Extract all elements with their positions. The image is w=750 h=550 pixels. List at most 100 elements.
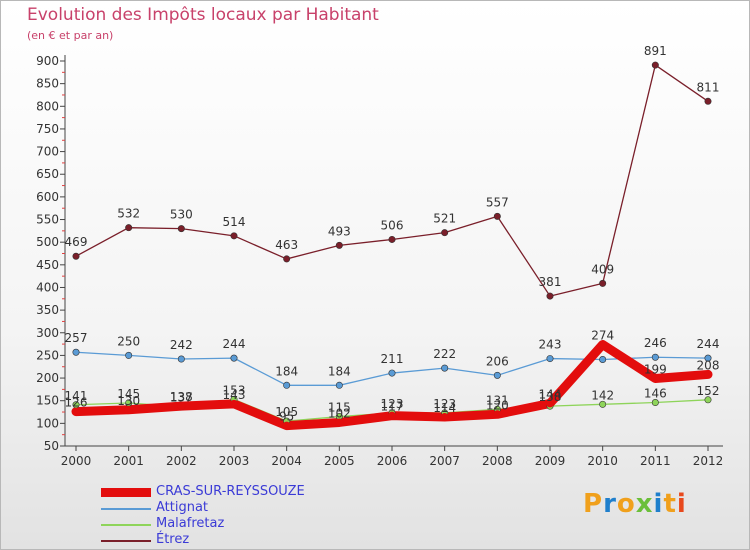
data-label: 557 <box>486 195 509 209</box>
y-tick-label: 850 <box>36 77 59 91</box>
data-point <box>283 381 291 389</box>
x-tick-label: 2001 <box>113 454 144 468</box>
data-labels: 469 532 530 514 463 493 506 521 557 381 409 891 811 2… <box>65 44 720 424</box>
data-label: 243 <box>539 338 562 352</box>
data-label: 493 <box>328 224 351 238</box>
y-tick-label: 750 <box>36 122 59 136</box>
data-point <box>546 292 554 300</box>
data-point <box>599 400 607 408</box>
data-point <box>651 399 659 407</box>
data-point <box>72 407 80 416</box>
y-tick-label: 650 <box>36 167 59 181</box>
data-label: 184 <box>275 364 298 378</box>
data-point <box>72 252 80 260</box>
legend-swatch-attignat <box>101 508 151 510</box>
data-label: 152 <box>697 384 720 398</box>
data-label: 530 <box>170 208 193 222</box>
data-point <box>177 355 185 363</box>
data-point <box>388 369 396 377</box>
data-label: 811 <box>697 80 720 94</box>
data-label: 114 <box>433 401 456 415</box>
data-point <box>546 399 554 408</box>
data-label: 115 <box>328 401 351 415</box>
legend-label: Malafretaz <box>156 516 225 531</box>
chart-subtitle: (en € et par an) <box>27 29 114 42</box>
data-label: 222 <box>433 347 456 361</box>
data-point <box>230 232 238 240</box>
data-label: 469 <box>65 235 88 249</box>
data-point <box>177 225 185 233</box>
x-tick-label: 2007 <box>429 454 460 468</box>
data-label: 463 <box>275 238 298 252</box>
legend-label: CRAS-SUR-REYSSOUZE <box>156 484 305 499</box>
data-point <box>441 364 449 372</box>
data-point <box>651 353 659 361</box>
chart-title: Evolution des Impôts locaux par Habitant <box>27 5 379 25</box>
x-tick-label: 2003 <box>219 454 250 468</box>
y-tick-label: 450 <box>36 258 59 272</box>
data-point <box>599 279 607 287</box>
data-point <box>388 235 396 243</box>
logo-letter: i <box>653 489 664 519</box>
proxiti-logo: Proxiti <box>583 489 687 519</box>
data-label: 506 <box>381 218 404 232</box>
data-label: 244 <box>223 337 246 351</box>
legend-label: Étrez <box>156 532 190 547</box>
x-tick-label: 2004 <box>271 454 302 468</box>
data-point <box>230 354 238 362</box>
data-point <box>651 374 660 383</box>
data-point <box>388 411 396 420</box>
legend-swatch-malafretaz <box>101 524 151 526</box>
data-point <box>72 348 80 356</box>
y-tick-label: 350 <box>36 303 59 317</box>
data-label: 891 <box>644 44 667 58</box>
logo-letter: P <box>583 489 604 519</box>
logo-letter: r <box>603 489 617 519</box>
data-point <box>177 402 186 411</box>
x-tick-label: 2012 <box>693 454 724 468</box>
data-point <box>125 351 133 359</box>
data-point <box>651 61 659 69</box>
data-label: 102 <box>328 406 351 420</box>
data-label: 142 <box>591 388 614 402</box>
x-tick-label: 2006 <box>377 454 408 468</box>
data-point <box>704 396 712 404</box>
logo-letter: t <box>663 489 677 519</box>
data-point <box>704 354 712 362</box>
data-label: 244 <box>697 337 720 351</box>
data-label: 211 <box>381 352 404 366</box>
data-point <box>599 355 607 363</box>
data-label: 184 <box>328 364 351 378</box>
x-tick-label: 2005 <box>324 454 355 468</box>
data-point <box>283 255 291 263</box>
logo-letter: x <box>635 489 654 519</box>
data-point <box>546 355 554 363</box>
x-tick-label: 2011 <box>640 454 671 468</box>
y-tick-label: 900 <box>36 54 59 68</box>
x-tick-label: 2008 <box>482 454 513 468</box>
data-point <box>493 371 501 379</box>
y-tick-label: 200 <box>36 371 59 385</box>
x-tick-label: 2010 <box>587 454 618 468</box>
legend-label: Attignat <box>156 500 209 515</box>
data-label: 409 <box>591 262 614 276</box>
data-label: 532 <box>117 207 140 221</box>
data-point <box>335 241 343 249</box>
y-tick-label: 550 <box>36 213 59 227</box>
data-point <box>704 97 712 105</box>
logo-letter: o <box>616 489 636 519</box>
data-point <box>441 229 449 237</box>
y-tick-label: 500 <box>36 235 59 249</box>
data-label: 521 <box>433 212 456 226</box>
data-label: 143 <box>223 388 246 402</box>
data-point <box>440 413 449 422</box>
y-tick-label: 100 <box>36 416 59 430</box>
data-point <box>230 399 238 408</box>
data-point <box>335 381 343 389</box>
data-label: 206 <box>486 354 509 368</box>
data-label: 137 <box>170 391 193 405</box>
data-point <box>124 405 133 414</box>
data-label: 274 <box>591 329 614 343</box>
